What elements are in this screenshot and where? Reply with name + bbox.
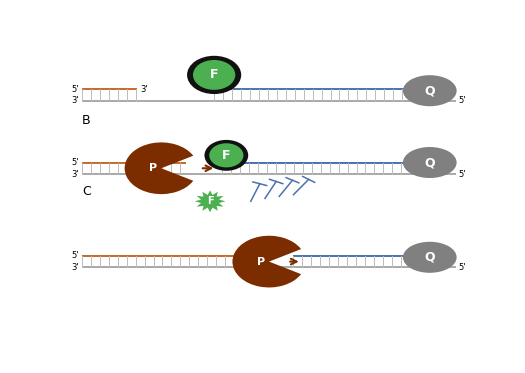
Polygon shape bbox=[195, 190, 226, 212]
Text: 3': 3' bbox=[71, 169, 79, 179]
Text: 5': 5' bbox=[71, 251, 79, 260]
Ellipse shape bbox=[403, 242, 457, 273]
Text: 3': 3' bbox=[140, 85, 148, 94]
Ellipse shape bbox=[403, 75, 457, 106]
Text: 3': 3' bbox=[71, 96, 79, 105]
Text: Q: Q bbox=[425, 251, 435, 264]
Text: 5': 5' bbox=[458, 96, 466, 105]
Text: 5': 5' bbox=[71, 85, 79, 94]
Text: 3': 3' bbox=[71, 263, 79, 272]
Ellipse shape bbox=[403, 147, 457, 178]
Wedge shape bbox=[124, 142, 193, 194]
Text: F: F bbox=[207, 196, 213, 206]
Text: 5': 5' bbox=[71, 158, 79, 167]
Text: P: P bbox=[257, 257, 265, 267]
Text: C: C bbox=[82, 185, 91, 198]
Text: F: F bbox=[210, 68, 218, 81]
Circle shape bbox=[209, 143, 244, 167]
Text: Q: Q bbox=[425, 156, 435, 169]
Text: Q: Q bbox=[425, 84, 435, 97]
Circle shape bbox=[204, 140, 248, 171]
Circle shape bbox=[187, 56, 241, 94]
Wedge shape bbox=[233, 236, 301, 288]
Circle shape bbox=[193, 60, 235, 90]
Text: B: B bbox=[82, 114, 90, 127]
Text: 5': 5' bbox=[458, 169, 466, 179]
Text: P: P bbox=[149, 163, 157, 173]
Text: F: F bbox=[222, 149, 230, 162]
Text: 5': 5' bbox=[458, 263, 466, 272]
